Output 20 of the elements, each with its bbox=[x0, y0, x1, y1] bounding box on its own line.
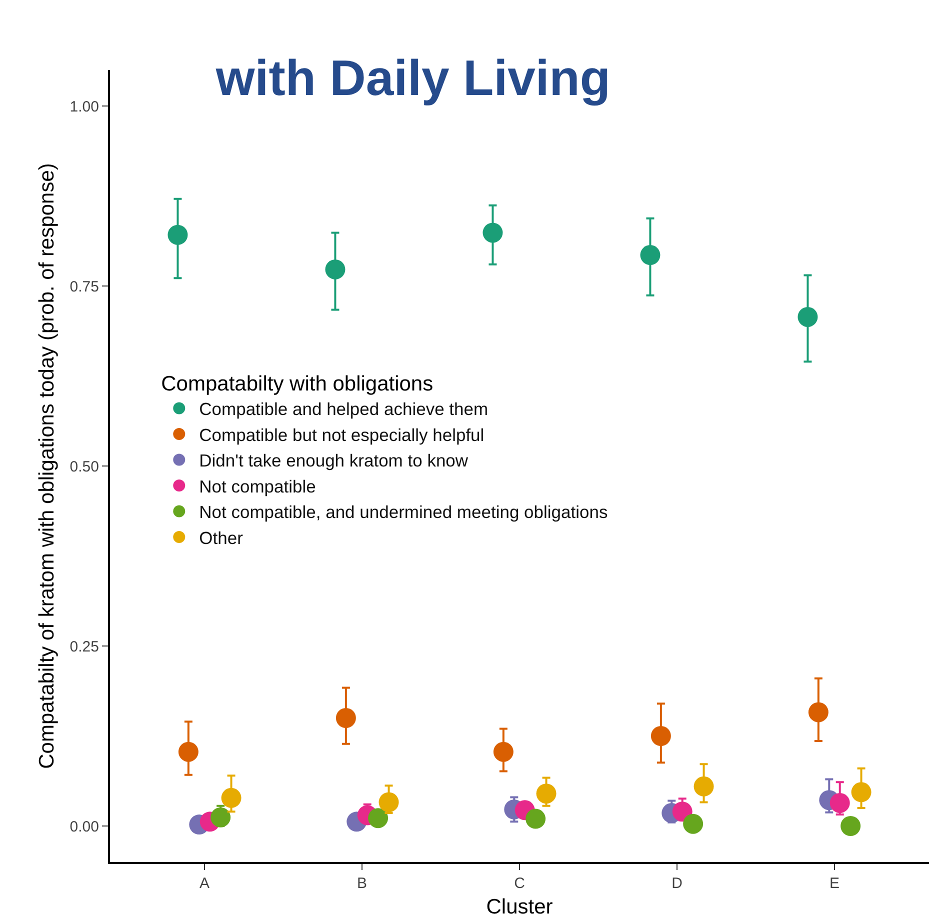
x-tick-label: E bbox=[829, 875, 840, 892]
y-tick-label: 1.00 bbox=[70, 98, 99, 116]
legend-label: Other bbox=[199, 528, 244, 548]
y-axis-title: Compatabilty of kratom with obligations today (prob. of response) bbox=[35, 163, 58, 769]
legend-label: Not compatible, and undermined meeting obligations bbox=[199, 502, 608, 522]
legend-label: Not compatible bbox=[199, 476, 316, 496]
y-tick-label: 0.00 bbox=[70, 818, 99, 836]
x-tick-label: D bbox=[672, 875, 683, 892]
chart-title: with Daily Living bbox=[214, 50, 610, 106]
x-tick-label: B bbox=[356, 875, 368, 892]
y-tick-label: 0.75 bbox=[70, 278, 99, 296]
legend-title: Compatabilty with obligations bbox=[161, 372, 434, 396]
legend-label: Compatible but not especially helpful bbox=[199, 424, 484, 445]
y-tick-label: 0.25 bbox=[70, 638, 99, 656]
x-tick-label: A bbox=[199, 875, 210, 892]
x-tick-label: C bbox=[514, 875, 526, 892]
legend-label: Didn't take enough kratom to know bbox=[199, 450, 468, 471]
legend-label: Compatible and helped achieve them bbox=[199, 399, 488, 420]
x-axis-title: Cluster bbox=[486, 896, 553, 919]
y-tick-label: 0.50 bbox=[70, 458, 99, 476]
